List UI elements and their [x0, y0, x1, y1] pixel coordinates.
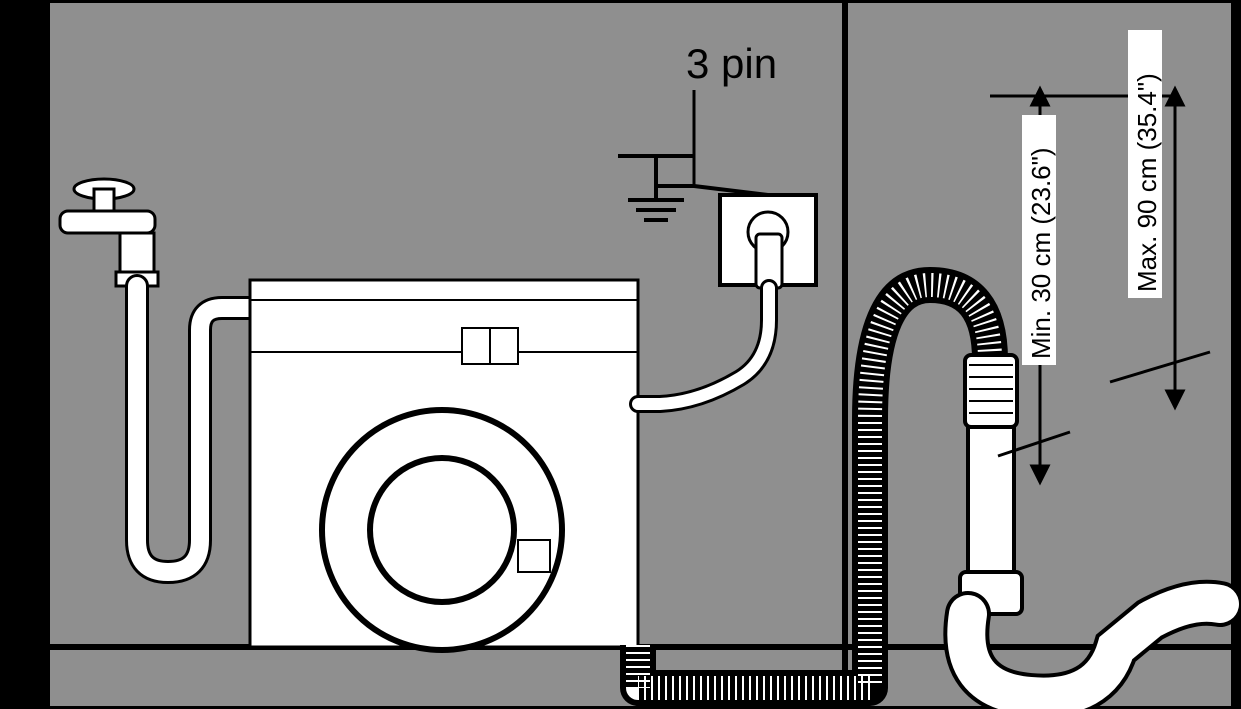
- installation-diagram: 3 pin Min. 30 cm (23.6") Max. 90 cm (35.4"…: [0, 0, 1241, 709]
- dim-min-label: Min. 30 cm (23.6"): [1026, 147, 1056, 359]
- diagram-stage: 3 pin Min. 30 cm (23.6") Max. 90 cm (35.4"…: [0, 0, 1241, 709]
- door-latch: [518, 540, 550, 572]
- tap-stem: [94, 189, 114, 211]
- three-pin-label: 3 pin: [686, 40, 777, 87]
- control-2: [490, 328, 518, 364]
- tap-body: [60, 211, 155, 233]
- control-1: [462, 328, 490, 364]
- door-inner: [370, 458, 514, 602]
- dim-max-label: Max. 90 cm (35.4"): [1132, 73, 1162, 292]
